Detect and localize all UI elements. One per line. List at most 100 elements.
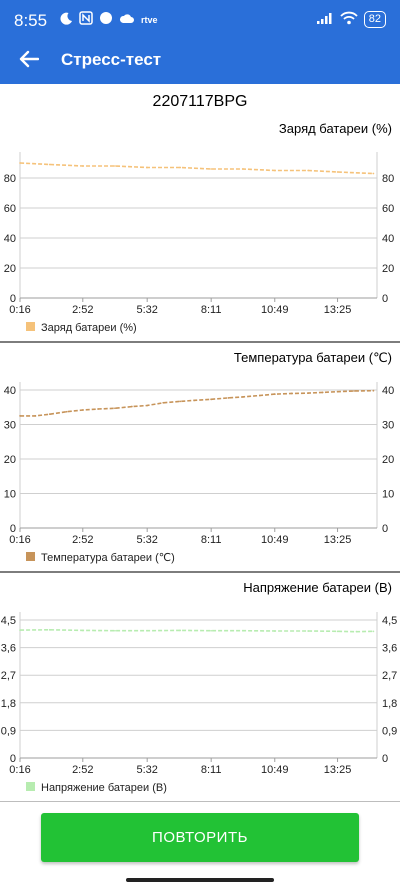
y-tick-label-left: 0 [10,293,16,305]
chart-title-battery-temperature: Температура батареи (℃) [233,350,392,365]
section-divider [0,801,400,802]
y-tick-label-left: 2,7 [1,670,16,682]
y-tick-label-left: 3,6 [1,643,16,655]
data-point [307,630,310,632]
data-point [34,414,37,417]
device-model: 2207117BPG [152,93,248,110]
y-tick-label-right: 20 [382,263,394,275]
y-tick-label-left: 40 [4,233,16,245]
data-point [242,168,244,170]
y-tick-label-right: 0 [382,523,388,535]
y-tick-label-left: 40 [4,385,16,397]
y-tick-label-left: 30 [4,420,16,432]
data-point [307,169,310,172]
back-button[interactable] [14,46,44,76]
y-tick-label-left: 0 [10,753,16,765]
signal-icon [316,12,334,28]
data-point [81,629,84,632]
y-tick-label-left: 20 [4,454,16,466]
data-point [48,628,51,631]
y-tick-label-right: 3,6 [382,643,397,655]
y-tick-label-left: 4,5 [1,615,16,627]
x-tick-label: 13:25 [324,534,352,546]
legend-swatch [26,782,35,791]
data-point [65,410,68,413]
x-tick-label: 8:11 [201,534,222,546]
x-tick-label: 2:52 [72,764,93,776]
rtve-icon: rtve [141,14,158,25]
data-point [162,401,165,404]
page-title: Стресс-тест [61,50,162,69]
data-point [258,394,261,397]
battery-temperature-chart: 0 0 10 10 20 20 30 30 40 40 0:16 2:52 5:32 8:11 10:49 1… [4,382,394,564]
data-point [321,391,324,394]
series-line [20,162,374,175]
y-tick-label-right: 40 [382,233,394,245]
data-point [336,171,339,173]
y-tick-label-left: 80 [4,173,16,185]
battery-voltage-chart: 0 0 0,9 0,9 1,8 1,8 2,7 2,7 3,6 3,6 4,5 4,5 0:16 2:52… [1,612,397,794]
data-point [372,630,375,633]
nfc-icon [79,11,93,28]
retry-button[interactable]: ПОВТОРИТЬ [41,813,359,862]
data-point [290,392,293,395]
app-icon [99,11,113,28]
data-point [146,404,149,407]
data-point [336,630,339,633]
legend-label: Напряжение батареи (В) [41,782,167,794]
data-point [242,396,244,398]
data-point [179,400,182,403]
legend-label: Заряд батареи (%) [41,322,137,334]
chart-title-battery-voltage: Напряжение батареи (В) [243,580,392,595]
x-tick-label: 5:32 [136,764,157,776]
x-tick-label: 0:16 [9,304,30,316]
y-tick-label-left: 60 [4,203,16,215]
y-tick-label-left: 0 [10,523,16,535]
y-tick-label-left: 0,9 [1,725,16,737]
y-tick-label-right: 30 [382,420,394,432]
section-divider [0,571,400,573]
x-tick-label: 13:25 [324,304,352,316]
data-point [114,407,116,410]
cloud-icon [119,12,135,27]
data-point [81,165,84,167]
data-point [242,629,244,632]
data-point [336,390,339,393]
y-tick-label-right: 60 [382,203,394,215]
status-notification-icons: rtve [60,11,158,28]
y-tick-label-left: 10 [4,489,16,501]
data-point [210,398,212,401]
y-tick-label-left: 1,8 [1,698,16,710]
y-tick-label-right: 20 [382,454,394,466]
status-time: 8:55 [14,11,48,30]
section-divider [0,341,400,343]
data-point [114,629,116,632]
chart-title-battery-charge: Заряд батареи (%) [278,121,392,136]
data-point [48,163,51,166]
data-point [19,414,21,417]
data-point [210,629,212,632]
x-tick-label: 5:32 [136,304,157,316]
moon-icon [60,12,73,28]
battery-indicator: 82 [363,11,386,28]
legend-swatch [26,552,35,561]
y-tick-label-right: 80 [382,173,394,185]
gesture-nav-handle[interactable] [126,878,274,882]
legend-swatch [26,322,35,331]
x-tick-label: 10:49 [261,764,289,776]
data-point [97,408,99,410]
data-point [48,413,51,416]
data-point [193,399,196,402]
y-tick-label-right: 40 [382,385,394,397]
x-tick-label: 13:25 [324,764,352,776]
x-tick-label: 8:11 [201,764,222,776]
data-point [372,389,375,392]
y-tick-label-right: 10 [382,489,394,501]
x-tick-label: 2:52 [72,534,93,546]
data-point [307,392,310,395]
status-system-icons: 82 [316,11,386,28]
data-point [273,169,276,172]
data-point [81,409,84,411]
y-tick-label-left: 20 [4,263,16,275]
data-point [179,629,182,632]
